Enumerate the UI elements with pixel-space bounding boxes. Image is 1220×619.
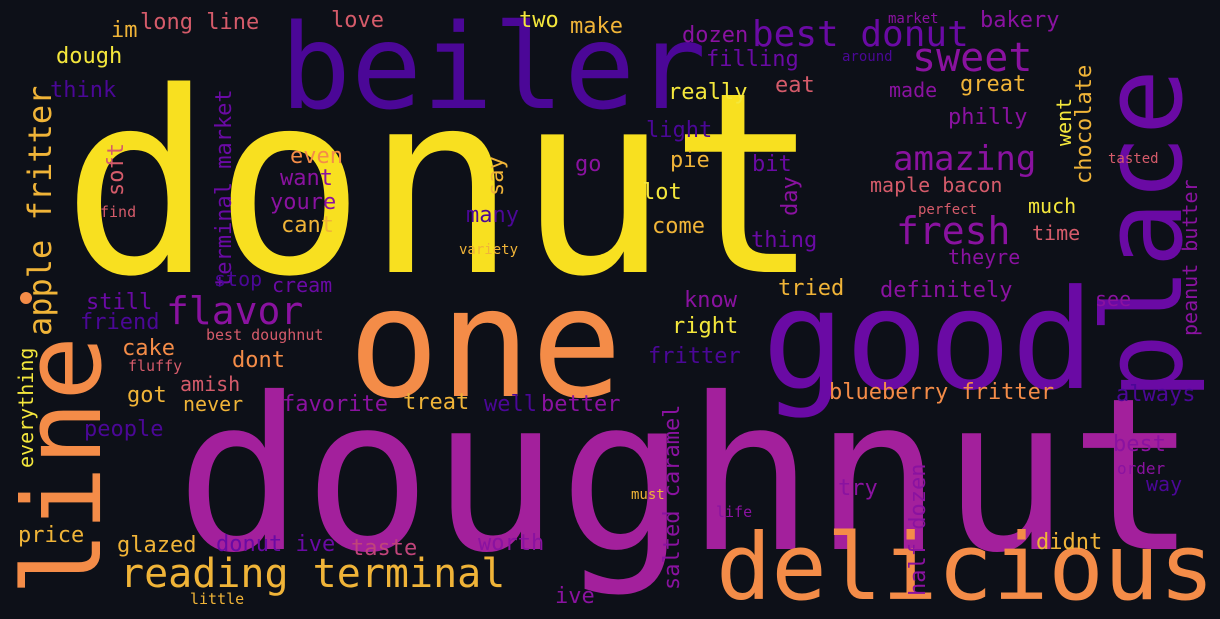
word-tasted: tasted [1108,151,1159,167]
word-well: well [484,392,537,417]
word-see: see [1095,287,1132,311]
word-taste: taste [351,536,418,561]
word-find: find [100,203,137,221]
word-youre: youre [270,190,337,215]
word-dont: dont [232,348,285,373]
word-two: two [519,8,559,33]
word-amish: amish [180,372,241,396]
word-best-donut: best donut [752,14,969,55]
word-ive: ive [555,584,595,609]
word-best: best [1113,432,1166,457]
word-many: many [466,203,519,228]
word-perfect: perfect [918,202,978,218]
word-best-doughnut: best doughnut [206,326,324,344]
word-maple-bacon: maple bacon [870,173,1003,197]
word-say: say [484,156,509,196]
word-variety: variety [459,242,519,258]
word-amazing: amazing [893,139,1037,179]
word-around: around [842,49,893,65]
word-friend: friend [80,310,160,335]
word-people: people [84,417,164,442]
word-order: order [1117,459,1166,478]
word-much: much [1028,194,1077,218]
word-one: one [348,255,623,432]
word-bit: bit [752,152,792,177]
word-favorite: favorite [282,392,388,417]
dot-mark [20,292,32,304]
word-day: day [778,176,803,216]
word-terminal-market: terminal market [212,89,237,288]
word-filling: filling [706,47,799,72]
word-soft: soft [104,143,129,196]
word-flavor: flavor [166,289,304,333]
word-half-dozen: half dozen [906,463,931,596]
word-cake: cake [122,336,175,361]
word-fritter: fritter [648,344,741,369]
word-think: think [50,78,117,103]
word-bakery: bakery [980,8,1060,33]
word-make: make [570,14,623,39]
word-doughnut: doughnut [176,352,1198,599]
word-good: good [762,260,1095,421]
word-always: always [1116,382,1196,407]
word-thing: thing [751,228,818,253]
word-stop: stop [214,267,263,291]
word-better: better [541,392,621,417]
word-blueberry-fritter: blueberry fritter [829,380,1055,405]
word-life: life [716,503,753,521]
word-still: still [86,290,153,315]
word-must: must [631,487,665,503]
word-cant: cant [281,213,334,238]
word-really: really [668,80,748,105]
word-definitely: definitely [880,278,1013,303]
word-reading-terminal: reading terminal [120,551,506,597]
word-pie: pie [670,148,710,173]
word-didnt: didnt [1036,530,1103,555]
word-right: right [672,314,739,339]
word-go: go [575,152,602,177]
word-got: got [127,383,167,408]
word-tried: tried [778,276,845,301]
word-im: im [111,18,138,43]
word-delicious: delicious [716,514,1215,619]
word-beiler: beiler [280,0,707,136]
word-peanut-butter: peanut butter [1178,179,1202,336]
word-long-line: long line [140,10,260,35]
word-dough: dough [56,44,123,69]
word-great: great [960,72,1027,97]
word-fresh: fresh [896,209,1011,253]
word-little: little [190,590,245,608]
word-never: never [183,392,244,416]
word-price: price [18,523,85,548]
word-worth: worth [478,531,545,556]
word-light: light [646,118,713,143]
word-philly: philly [948,105,1028,130]
word-went: went [1052,97,1076,146]
word-fluffy: fluffy [128,357,183,375]
word-dozen: dozen [682,23,749,48]
word-way: way [1146,472,1183,496]
word-come: come [652,214,705,239]
word-market: market [888,11,939,27]
word-time: time [1032,221,1081,245]
word-made: made [889,78,938,102]
word-everything: everything [14,347,38,468]
word-donut: donut [62,39,821,332]
word-try: try [838,476,878,501]
word-chocolate: chocolate [1072,64,1097,184]
word-theyre: theyre [948,245,1021,269]
word-want: want [280,166,333,191]
word-sweet: sweet [912,35,1033,81]
word-eat: eat [775,73,815,98]
word-salted-caramel: salted caramel [660,404,685,590]
word-treat: treat [403,390,470,415]
word-even: even [290,144,343,169]
word-glazed: glazed [117,533,197,558]
word-cream: cream [272,273,333,297]
word-know: know [684,288,737,313]
word-lot: lot [642,180,682,205]
word-love: love [331,8,384,33]
word-donut-ive: donut ive [216,532,336,557]
